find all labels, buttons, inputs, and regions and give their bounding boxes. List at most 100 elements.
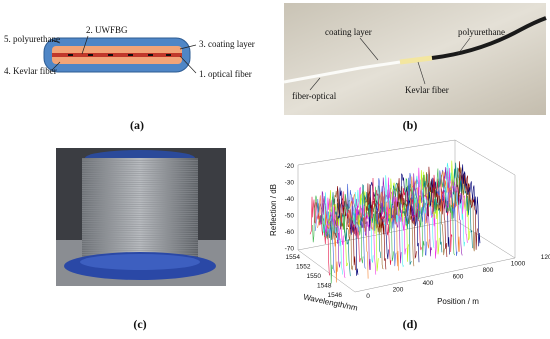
surface-line (447, 167, 468, 243)
label: fiber-optical (292, 91, 337, 101)
surface-line (429, 177, 450, 255)
wrap (81, 177, 199, 179)
wrap (81, 179, 199, 181)
wrap (81, 216, 199, 219)
wrap (81, 172, 199, 175)
tick-label: -60 (285, 229, 295, 236)
surface-line (413, 175, 435, 248)
tick-label: 800 (483, 267, 494, 274)
wrap (81, 164, 199, 166)
tick-label: 0 (366, 293, 370, 300)
wrap (81, 175, 199, 177)
tick-label: -50 (285, 213, 295, 220)
wrap (81, 190, 199, 192)
wrap (81, 247, 199, 250)
cable-photo (283, 3, 547, 115)
surface-line (342, 193, 364, 264)
wrap (81, 201, 199, 203)
surface-line (393, 183, 415, 267)
wrap (81, 245, 199, 247)
wrap (81, 186, 199, 188)
spool-photo (56, 148, 226, 286)
wrap (81, 168, 199, 170)
tick-label: 1552 (296, 264, 311, 271)
surface-line (332, 190, 354, 271)
3d-plot (297, 139, 516, 293)
wrap (81, 188, 199, 190)
wrap (81, 192, 199, 195)
wrap (81, 210, 199, 212)
wrap (81, 170, 199, 173)
wrap (81, 241, 199, 243)
tick-label: 1000 (511, 261, 526, 268)
label: polyurethane (458, 27, 505, 37)
surface-line (373, 185, 394, 262)
tick-label: 600 (453, 274, 464, 281)
tick-label: -20 (285, 163, 295, 170)
wrap (81, 181, 199, 184)
wrap (81, 230, 199, 232)
tick-label: 200 (393, 287, 404, 294)
surface-line (340, 191, 361, 263)
surface-line (454, 167, 476, 252)
label: 4. Kevlar fiber (4, 66, 57, 76)
wrap (81, 166, 199, 168)
wrap (81, 225, 199, 228)
wrap (81, 199, 199, 201)
wrap (81, 161, 199, 164)
tick-label: 1548 (317, 283, 332, 290)
surface-line (358, 189, 379, 272)
label: 3. coating layer (199, 39, 255, 49)
tick-label: 1550 (307, 273, 322, 280)
label: coating layer (325, 27, 372, 37)
surface-line (436, 169, 458, 257)
caption: (a) (130, 118, 144, 132)
wrap (81, 227, 199, 230)
surface-line (459, 164, 481, 247)
wrap (81, 183, 199, 186)
wrap (81, 236, 199, 239)
tick-label: 1546 (328, 292, 343, 299)
surface-line (431, 174, 453, 253)
surface-line (335, 186, 356, 271)
wrap (81, 232, 199, 234)
label: Kevlar fiber (405, 85, 449, 95)
surface-line (457, 161, 478, 250)
wrap (81, 208, 199, 210)
wrap (81, 197, 199, 199)
wrap (81, 223, 199, 225)
wrap (81, 159, 199, 162)
surface-line (312, 195, 333, 284)
wrap (81, 212, 199, 214)
wrap (81, 205, 199, 208)
tick-label: 1554 (286, 254, 301, 261)
cable-diagram (43, 35, 197, 74)
wrap (81, 243, 199, 245)
tick-label: -30 (285, 180, 295, 187)
surface-line (388, 178, 410, 262)
surface-line (421, 172, 443, 253)
tick-label: -70 (285, 246, 295, 253)
wrap (81, 203, 199, 206)
caption: (c) (133, 317, 146, 331)
wrap (81, 221, 199, 223)
surface-line (347, 193, 369, 279)
tick-label: -40 (285, 196, 295, 203)
surface-line (375, 178, 397, 267)
surface-line (309, 196, 331, 276)
label: 5. polyurethane (4, 34, 60, 44)
wrap (81, 219, 199, 221)
wrap (81, 234, 199, 236)
surface-line (444, 162, 465, 247)
tick-label: 400 (423, 280, 434, 287)
caption: (d) (403, 317, 418, 331)
surface-line (439, 170, 460, 252)
label: 1. optical fiber (199, 69, 252, 79)
wrap (81, 214, 199, 217)
tick-label: 1200 (541, 254, 550, 261)
wrap (81, 249, 199, 252)
wrap (81, 194, 199, 197)
axis-label: Position / m (437, 297, 479, 306)
label: 2. UWFBG (86, 25, 128, 35)
